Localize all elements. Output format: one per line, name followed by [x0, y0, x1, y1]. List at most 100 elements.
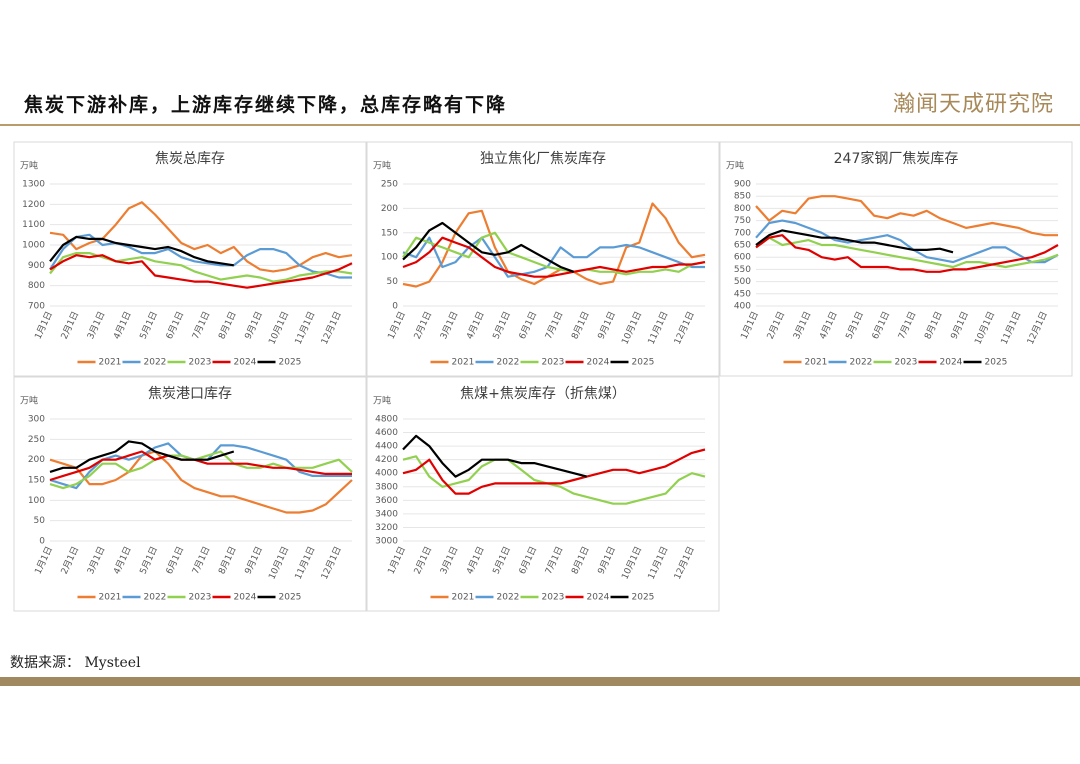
y-tick-label: 100: [381, 253, 398, 263]
series-line: [402, 236, 705, 278]
y-tick-label: 100: [28, 496, 45, 506]
series-line: [402, 448, 706, 495]
chart-title: 焦煤+焦炭库存（折焦煤）: [460, 386, 626, 402]
y-tick-label: 4000: [375, 469, 398, 479]
y-tick-label: 900: [734, 180, 751, 190]
y-tick-label: 3800: [375, 482, 398, 492]
legend-label: 2021: [99, 593, 122, 603]
y-tick-label: 0: [39, 537, 45, 547]
y-tick-label: 700: [734, 228, 751, 238]
source-note: 数据来源： Mysteel: [10, 655, 141, 671]
y-tick-label: 300: [28, 415, 45, 425]
legend-label: 2021: [805, 358, 828, 368]
divider: [0, 124, 1080, 126]
series-line: [402, 231, 706, 276]
chart-panel: [366, 141, 720, 377]
chart-panel: [13, 376, 367, 612]
legend-label: 2024: [587, 358, 610, 368]
series-line: [755, 219, 1059, 264]
legend-label: 2022: [144, 593, 167, 603]
slide-title: 焦炭下游补库，上游库存继续下降，总库存略有下降: [24, 94, 508, 116]
chart-title: 247家钢厂焦炭库存: [834, 150, 959, 167]
legend-label: 2024: [234, 593, 257, 603]
y-tick-label: 1300: [22, 180, 45, 190]
y-tick-label: 3000: [375, 537, 398, 547]
chart-panel: [719, 141, 1073, 377]
legend-label: 2022: [497, 593, 520, 603]
y-tick-label: 550: [734, 265, 751, 275]
y-tick-label: 50: [387, 277, 399, 287]
y-unit: 万吨: [373, 160, 391, 172]
y-tick-label: 200: [381, 204, 398, 214]
series-line: [49, 440, 235, 473]
series-line: [755, 234, 1059, 273]
chart-title: 焦炭总库存: [155, 151, 225, 167]
y-tick-label: 750: [734, 216, 751, 226]
legend-label: 2024: [940, 358, 963, 368]
series-line: [49, 235, 234, 267]
series-line: [49, 450, 353, 490]
series-line: [49, 450, 353, 514]
y-tick-label: 400: [734, 302, 751, 312]
legend-label: 2022: [850, 358, 873, 368]
y-tick-label: 250: [381, 180, 398, 190]
y-unit: 万吨: [373, 395, 391, 407]
series-line: [402, 221, 575, 273]
y-tick-label: 250: [28, 435, 45, 445]
legend-label: 2021: [452, 593, 475, 603]
legend-label: 2025: [279, 593, 302, 603]
y-tick-label: 1100: [22, 220, 45, 230]
y-unit: 万吨: [20, 160, 38, 172]
y-tick-label: 900: [28, 261, 45, 271]
y-tick-label: 450: [734, 289, 751, 299]
chart-title: 独立焦化厂焦炭库存: [480, 151, 606, 167]
y-tick-label: 1200: [22, 200, 45, 210]
legend-label: 2025: [985, 358, 1008, 368]
y-tick-label: 0: [392, 302, 398, 312]
y-tick-label: 600: [734, 253, 751, 263]
y-tick-label: 1000: [22, 241, 45, 251]
y-unit: 万吨: [726, 160, 744, 172]
y-tick-label: 500: [734, 277, 751, 287]
series-line: [402, 455, 706, 505]
y-tick-label: 650: [734, 241, 751, 251]
y-tick-label: 150: [381, 228, 398, 238]
y-tick-label: 4400: [375, 442, 398, 452]
y-tick-label: 700: [28, 302, 45, 312]
series-line: [49, 254, 353, 289]
y-tick-label: 150: [28, 476, 45, 486]
y-tick-label: 200: [28, 455, 45, 465]
legend-label: 2023: [189, 593, 212, 603]
legend-label: 2021: [99, 358, 122, 368]
legend-label: 2025: [632, 593, 655, 603]
series-line: [402, 434, 588, 478]
y-tick-label: 800: [28, 281, 45, 291]
series-line: [755, 195, 1058, 237]
y-tick-label: 4600: [375, 428, 398, 438]
series-line: [402, 202, 706, 288]
y-tick-label: 4200: [375, 455, 398, 465]
legend-label: 2025: [279, 358, 302, 368]
legend-label: 2024: [587, 593, 610, 603]
legend-label: 2023: [542, 593, 565, 603]
series-line: [49, 233, 352, 279]
y-tick-label: 3200: [375, 523, 398, 533]
series-line: [755, 236, 1059, 269]
chart-title: 焦炭港口库存: [148, 386, 232, 402]
y-tick-label: 3400: [375, 509, 398, 519]
legend-label: 2024: [234, 358, 257, 368]
legend-label: 2023: [189, 358, 212, 368]
legend-label: 2023: [542, 358, 565, 368]
legend-label: 2022: [497, 358, 520, 368]
legend-label: 2025: [632, 358, 655, 368]
logo: 瀚闻天成研究院: [892, 92, 1054, 117]
series-line: [49, 450, 352, 482]
y-tick-label: 3600: [375, 496, 398, 506]
series-line: [755, 229, 954, 254]
legend-label: 2021: [452, 358, 475, 368]
y-tick-label: 50: [34, 516, 46, 526]
y-tick-label: 800: [734, 204, 751, 214]
y-tick-label: 850: [734, 192, 751, 202]
